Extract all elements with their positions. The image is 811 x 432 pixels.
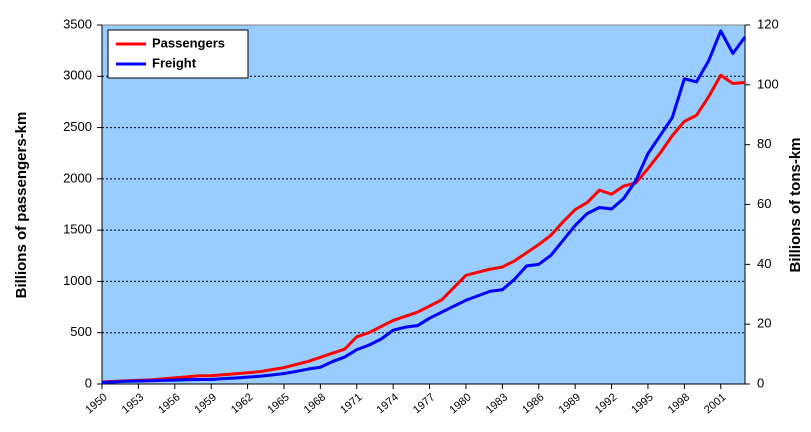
y-axis-title: Billions of passengers-km [13, 112, 30, 299]
x-tick-label: 1977 [411, 391, 437, 416]
x-tick-label: 1956 [156, 391, 182, 416]
x-tick-label: 1959 [193, 391, 219, 416]
y-tick-label: 1500 [63, 222, 92, 237]
y2-tick-label: 100 [757, 76, 779, 91]
y-tick-label: 1000 [63, 273, 92, 288]
y2-tick-label: 120 [757, 16, 779, 31]
y2-tick-label: 80 [757, 136, 771, 151]
plot-area [101, 24, 746, 385]
y-tick-label: 3000 [63, 68, 92, 83]
x-tick-label: 1950 [83, 391, 109, 416]
x-tick-label: 1989 [556, 391, 582, 416]
x-tick-label: 1965 [265, 391, 291, 416]
x-tick-label: 1995 [629, 391, 655, 416]
x-tick-label: 1971 [338, 391, 364, 416]
y-tick-label: 2000 [63, 170, 92, 185]
y-tick-label: 500 [70, 324, 92, 339]
x-tick-label: 1992 [593, 391, 619, 416]
y-tick-label: 2500 [63, 119, 92, 134]
x-tick-label: 1962 [229, 391, 255, 416]
legend-box [107, 29, 249, 79]
y2-tick-label: 0 [757, 375, 764, 390]
x-tick-label: 2001 [702, 391, 728, 416]
y2-tick-label: 40 [757, 256, 771, 271]
x-tick-label: 1998 [666, 391, 692, 416]
x-tick-label: 1974 [374, 391, 400, 416]
series-line [101, 29, 747, 385]
x-tick-label: 1968 [302, 391, 328, 416]
y2-tick-label: 20 [757, 316, 771, 331]
legend-label: Passengers [152, 35, 225, 50]
y-tick-label: 3500 [63, 16, 92, 31]
x-tick-label: 1980 [447, 391, 473, 416]
x-tick-label: 1983 [484, 391, 510, 416]
y2-axis-title: Billions of tons-km [787, 138, 804, 273]
y2-tick-label: 60 [757, 196, 771, 211]
y-tick-label: 0 [85, 375, 92, 390]
x-tick-label: 1953 [120, 391, 146, 416]
legend-label: Freight [152, 55, 197, 70]
x-tick-label: 1986 [520, 391, 546, 416]
series-line [101, 73, 746, 384]
